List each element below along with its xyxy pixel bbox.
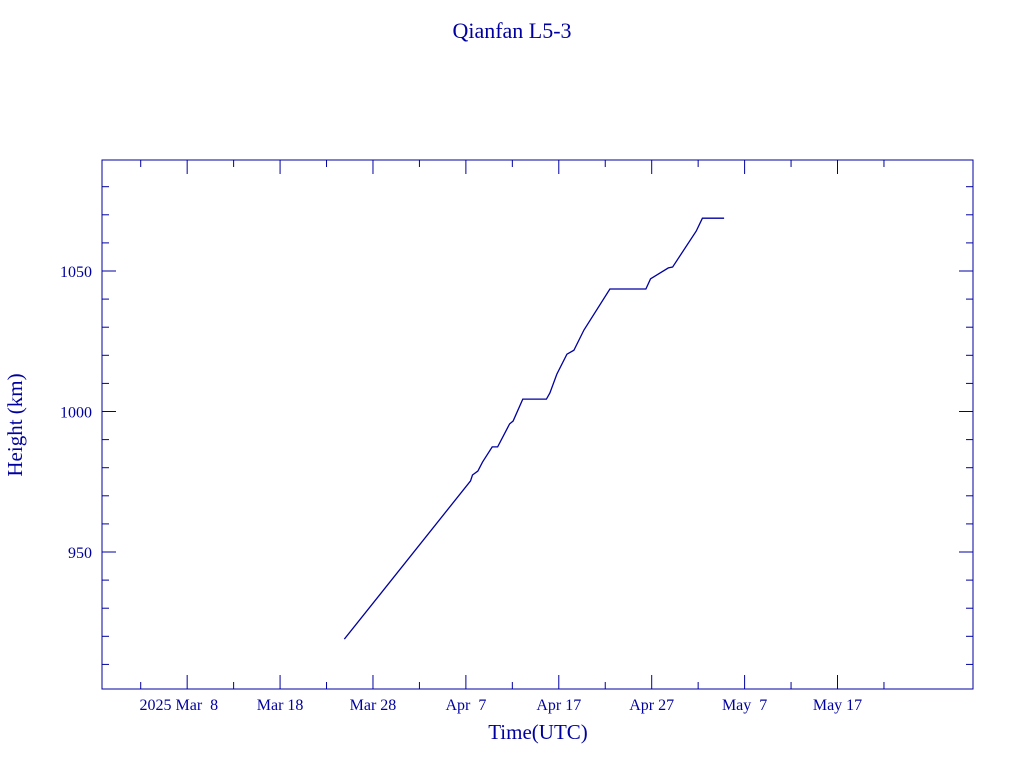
y-tick-label: 1050: [60, 264, 92, 281]
x-tick-label: May 17: [813, 697, 862, 714]
x-tick-label: Apr 17: [536, 697, 581, 714]
x-tick-label: Mar 18: [257, 697, 304, 714]
data-line: [343, 217, 725, 640]
y-axis-label: Height (km): [3, 373, 27, 476]
x-axis-label: Time(UTC): [488, 720, 588, 744]
x-tick-label: May 7: [722, 697, 767, 714]
x-tick-label: Mar 28: [350, 697, 397, 714]
plot-frame: [101, 159, 974, 690]
x-tick-label: Apr 7: [445, 697, 486, 714]
chart-title: Qianfan L5-3: [452, 18, 571, 43]
y-tick-label: 1000: [60, 405, 92, 422]
y-tick-label: 950: [68, 545, 92, 562]
x-tick-label: 2025 Mar 8: [140, 697, 219, 714]
x-tick-label: Apr 27: [629, 697, 674, 714]
